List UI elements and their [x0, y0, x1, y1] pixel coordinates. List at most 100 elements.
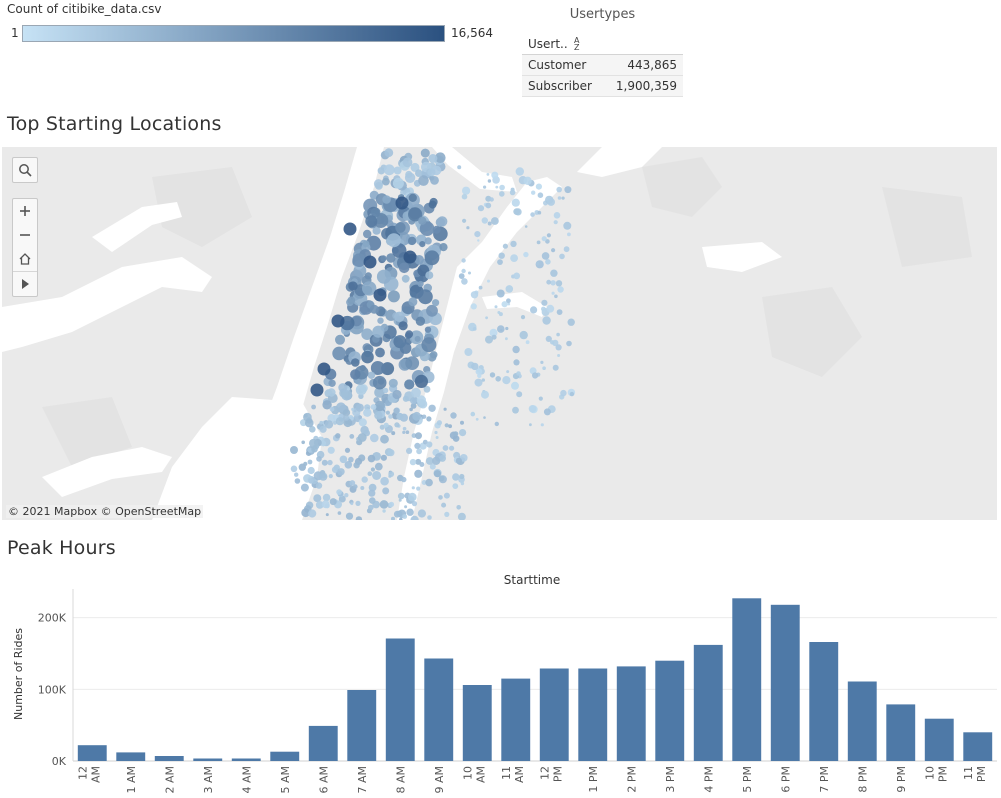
station-marker[interactable] [303, 461, 308, 466]
station-marker[interactable] [368, 489, 376, 497]
station-marker[interactable] [449, 445, 455, 451]
map-canvas[interactable] [2, 147, 997, 520]
station-marker[interactable] [315, 482, 323, 489]
station-marker[interactable] [516, 371, 521, 376]
station-marker[interactable] [414, 255, 425, 265]
station-marker[interactable] [329, 498, 337, 506]
station-marker[interactable] [505, 337, 508, 341]
bar[interactable] [424, 658, 454, 762]
station-marker[interactable] [477, 373, 482, 378]
station-marker[interactable] [485, 316, 488, 320]
station-marker[interactable] [536, 240, 541, 245]
station-marker[interactable] [383, 164, 395, 176]
station-marker[interactable] [309, 426, 316, 433]
station-marker[interactable] [547, 198, 555, 206]
station-marker[interactable] [374, 462, 383, 471]
station-marker[interactable] [461, 278, 468, 285]
station-marker[interactable] [505, 326, 509, 331]
bar[interactable] [193, 758, 223, 762]
station-marker[interactable] [301, 508, 311, 518]
station-marker[interactable] [426, 441, 433, 448]
station-marker[interactable] [546, 279, 552, 285]
station-marker[interactable] [433, 470, 441, 478]
station-marker[interactable] [551, 291, 555, 295]
minus-icon[interactable] [13, 223, 37, 247]
station-marker[interactable] [362, 281, 377, 296]
station-marker[interactable] [419, 221, 435, 236]
station-marker[interactable] [344, 447, 351, 453]
station-marker[interactable] [491, 217, 499, 225]
station-marker[interactable] [353, 409, 357, 413]
station-marker[interactable] [537, 192, 544, 198]
station-marker[interactable] [462, 218, 467, 223]
station-marker[interactable] [458, 273, 465, 279]
station-marker[interactable] [372, 375, 387, 390]
bar[interactable] [501, 678, 531, 761]
station-marker[interactable] [542, 366, 546, 370]
station-marker[interactable] [429, 463, 436, 470]
station-marker[interactable] [427, 515, 432, 520]
station-marker[interactable] [376, 269, 392, 284]
station-marker[interactable] [494, 421, 499, 427]
station-marker[interactable] [564, 186, 572, 194]
station-marker[interactable] [407, 236, 417, 246]
station-marker[interactable] [420, 148, 430, 158]
station-marker[interactable] [442, 445, 449, 451]
station-marker[interactable] [349, 480, 356, 486]
station-marker[interactable] [457, 165, 462, 170]
station-marker[interactable] [342, 409, 351, 417]
station-marker[interactable] [415, 316, 426, 326]
station-marker[interactable] [444, 423, 449, 428]
station-marker[interactable] [383, 422, 389, 428]
station-marker[interactable] [380, 255, 387, 262]
station-marker[interactable] [410, 403, 417, 409]
station-marker[interactable] [337, 468, 345, 476]
station-marker[interactable] [553, 212, 561, 219]
station-marker[interactable] [416, 448, 422, 455]
station-marker[interactable] [338, 495, 346, 503]
station-marker[interactable] [563, 221, 572, 230]
station-marker[interactable] [474, 231, 481, 238]
station-marker[interactable] [551, 248, 556, 253]
station-marker[interactable] [439, 454, 446, 462]
station-marker[interactable] [418, 175, 429, 186]
station-marker[interactable] [327, 459, 333, 466]
station-marker[interactable] [443, 407, 447, 411]
station-marker[interactable] [418, 289, 433, 305]
station-marker[interactable] [404, 505, 408, 509]
station-marker[interactable] [530, 306, 538, 314]
station-marker[interactable] [350, 369, 361, 380]
station-marker[interactable] [464, 348, 473, 356]
station-marker[interactable] [391, 431, 396, 436]
bar[interactable] [116, 752, 146, 761]
station-marker[interactable] [365, 215, 378, 228]
station-marker[interactable] [301, 440, 306, 445]
station-marker[interactable] [382, 177, 390, 186]
station-marker[interactable] [322, 400, 332, 410]
station-marker[interactable] [386, 253, 396, 263]
station-marker[interactable] [499, 191, 505, 197]
station-marker[interactable] [336, 402, 346, 413]
station-marker[interactable] [531, 190, 536, 195]
station-marker[interactable] [410, 162, 420, 172]
station-marker[interactable] [510, 240, 517, 248]
station-marker[interactable] [443, 492, 450, 499]
bar[interactable] [847, 681, 877, 762]
station-marker[interactable] [470, 291, 479, 299]
station-marker[interactable] [453, 485, 457, 489]
station-marker[interactable] [391, 516, 395, 520]
station-marker[interactable] [372, 471, 382, 480]
station-marker[interactable] [553, 220, 558, 225]
station-marker[interactable] [404, 172, 416, 183]
station-marker[interactable] [406, 508, 414, 516]
station-marker[interactable] [474, 378, 483, 387]
station-marker[interactable] [432, 225, 441, 234]
station-marker[interactable] [412, 411, 422, 421]
bar[interactable] [231, 758, 261, 762]
station-marker[interactable] [481, 217, 488, 224]
station-marker[interactable] [358, 415, 363, 420]
station-marker[interactable] [363, 229, 372, 239]
station-marker[interactable] [426, 304, 438, 317]
station-marker[interactable] [545, 335, 552, 342]
station-marker[interactable] [462, 186, 471, 195]
